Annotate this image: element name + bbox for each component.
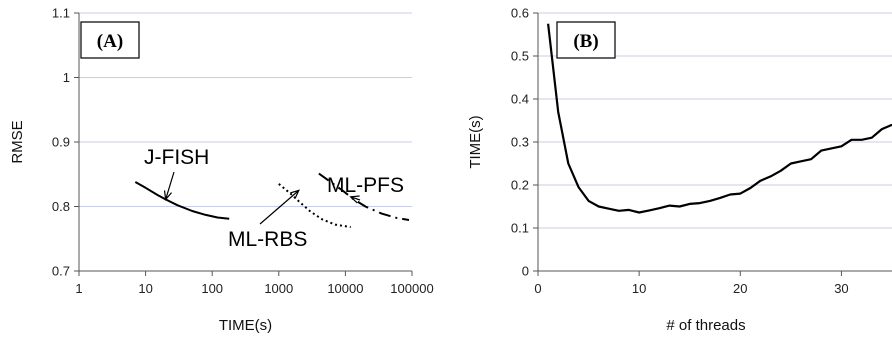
y-tick-label: 0.2 — [511, 178, 529, 193]
x-axis-label: # of threads — [666, 317, 745, 334]
panel-a: 0.7 0.8 0.9 1 1.1 1 10 100 1000 10000 100000 TIME(s… — [9, 6, 434, 335]
series-label: J-FISH — [144, 146, 209, 169]
y-tick-label: 0.4 — [511, 92, 529, 107]
panel-label: (A) — [97, 31, 123, 52]
panel-b: 0 0.1 0.2 0.3 0.4 0.5 0.6 0 10 20 30 # of threads TI… — [467, 6, 892, 334]
x-tick-label: 100000 — [390, 281, 433, 296]
series-line-j-fish — [134, 181, 230, 220]
y-tick-label: 0.7 — [52, 264, 70, 279]
y-tick-label: 0.6 — [511, 6, 529, 21]
y-tick-label: 0.8 — [52, 199, 70, 214]
y-tick-label: 0.3 — [511, 135, 529, 150]
annotation-arrowhead — [163, 190, 173, 201]
annotation-arrow — [165, 171, 175, 200]
x-tick-label: 1000 — [264, 281, 293, 296]
y-tick-label: 0 — [522, 264, 529, 279]
y-tick-label: 1 — [63, 70, 70, 85]
series-line-ml-rbs — [278, 183, 351, 229]
annotation-arrow — [259, 189, 300, 225]
panel-label-box — [556, 21, 616, 59]
annotation-arrowhead — [349, 195, 360, 204]
annotation-arrow — [350, 196, 361, 201]
series-label: ML-RBS — [228, 228, 307, 251]
series-line-0 — [547, 23, 892, 214]
y-tick-label: 0.1 — [511, 221, 529, 236]
series-line-ml-pfs — [318, 172, 410, 221]
x-tick-label: 10 — [632, 281, 646, 296]
x-tick-label: 20 — [733, 281, 747, 296]
x-tick-label: 100 — [201, 281, 223, 296]
annotation-arrowhead — [290, 189, 300, 199]
y-axis-label: TIME(s) — [467, 115, 484, 168]
x-tick-label: 0 — [534, 281, 541, 296]
x-tick-label: 10 — [138, 281, 152, 296]
series-label: ML-PFS — [327, 174, 404, 197]
y-axis-label: RMSE — [9, 120, 26, 163]
x-axis-label: TIME(s) — [219, 317, 272, 334]
x-tick-label: 10000 — [327, 281, 363, 296]
panel-label-box — [80, 21, 140, 59]
y-tick-label: 1.1 — [52, 6, 70, 21]
panel-label: (B) — [573, 31, 598, 52]
x-tick-label: 1 — [75, 281, 82, 296]
y-tick-label: 0.9 — [52, 135, 70, 150]
y-tick-label: 0.5 — [511, 49, 529, 64]
x-tick-label: 30 — [834, 281, 848, 296]
